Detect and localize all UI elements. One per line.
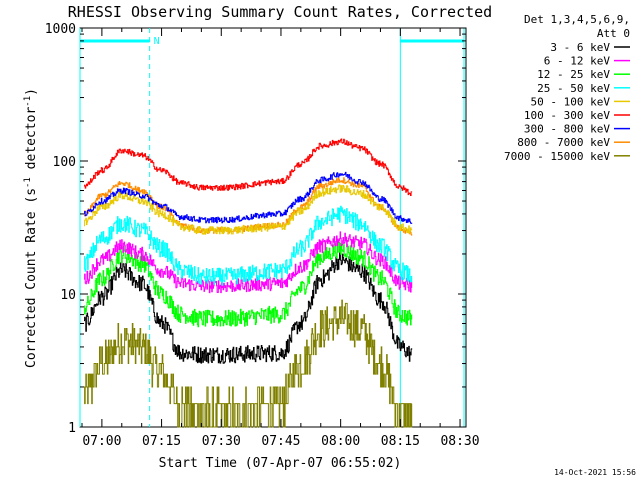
- footer-timestamp: 14-Oct-2021 15:56: [554, 468, 636, 477]
- chart-title: RHESSI Observing Summary Count Rates, Co…: [68, 3, 492, 21]
- x-tick-label: 08:00: [321, 434, 360, 449]
- annotation-markers: N: [79, 28, 465, 427]
- legend-entry-label: 25 - 50 keV: [537, 82, 610, 95]
- series-line: [84, 299, 413, 428]
- flag-letter: N: [154, 36, 160, 47]
- series-line: [84, 171, 413, 224]
- x-tick-label: 07:30: [202, 434, 241, 449]
- x-axis-label: Start Time (07-Apr-07 06:55:02): [159, 456, 402, 471]
- x-tick-label: 07:15: [142, 434, 181, 449]
- y-tick-label: 10: [60, 288, 76, 303]
- legend-entry-label: 7000 - 15000 keV: [504, 150, 610, 163]
- x-tick-label: 08:15: [381, 434, 420, 449]
- y-axis-label: Corrected Count Rate (s-1 detector-1): [23, 88, 39, 368]
- legend-entry-label: 6 - 12 keV: [544, 55, 611, 68]
- legend-entry-label: 300 - 800 keV: [524, 123, 610, 136]
- legend-header-detectors: Det 1,3,4,5,6,9,: [524, 13, 630, 26]
- legend-entry-label: 800 - 7000 keV: [517, 136, 610, 149]
- series-line: [84, 205, 413, 286]
- x-tick-label: 07:00: [82, 434, 121, 449]
- legend-entry-label: 3 - 6 keV: [550, 41, 610, 54]
- legend-entry-label: 100 - 300 keV: [524, 109, 610, 122]
- y-tick-label: 1: [68, 421, 76, 436]
- legend-entry-label: 12 - 25 keV: [537, 68, 610, 81]
- legend-entry-label: 50 - 100 keV: [531, 95, 611, 108]
- y-tick-label: 100: [53, 155, 76, 170]
- series-line: [84, 138, 413, 196]
- series-line: [84, 252, 413, 364]
- series-group: [84, 138, 413, 428]
- series-line: [84, 184, 413, 235]
- y-tick-label: 1000: [45, 22, 76, 37]
- x-tick-label: 08:30: [440, 434, 479, 449]
- series-line: [84, 177, 413, 236]
- series-line: [84, 239, 413, 328]
- legend-header-attenuator: Att 0: [597, 27, 630, 40]
- x-tick-label: 07:45: [261, 434, 300, 449]
- axis-ticks: 07:00 07:15 07:30 07:45 08:00 08:15 08:30 1 10 10…: [45, 22, 480, 449]
